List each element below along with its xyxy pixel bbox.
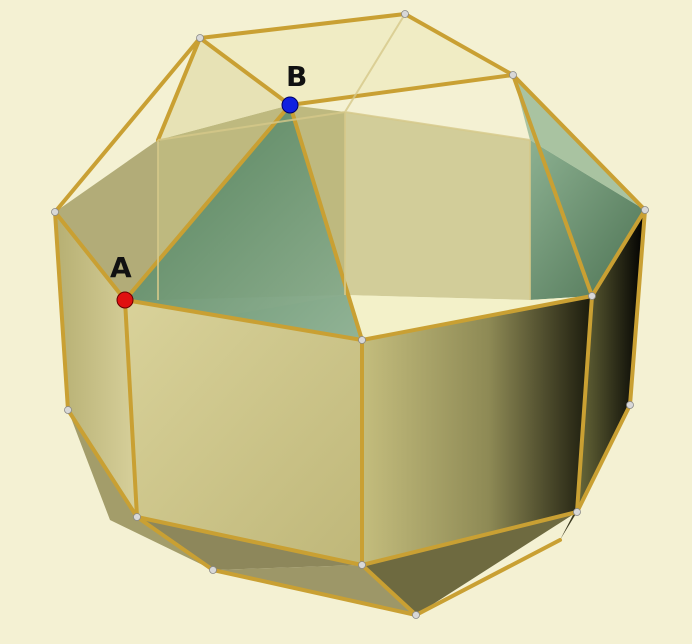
- point-a: [116, 291, 134, 309]
- teal-triangle-face: [125, 105, 362, 340]
- front-faces: [55, 210, 645, 565]
- point-b-label: B: [286, 60, 307, 93]
- polyhedron-edges: [53, 12, 647, 617]
- point-a-label: A: [110, 251, 132, 284]
- point-b: [281, 96, 299, 114]
- hidden-edges: [157, 13, 531, 300]
- vertex-dots: [51, 10, 649, 619]
